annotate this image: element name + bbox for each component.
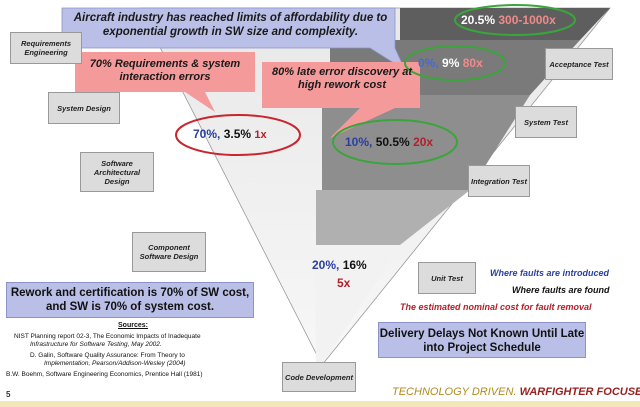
stat-code-cost: 5x [337, 276, 351, 290]
footer-part2: WARFIGHTER FOCUSED. [519, 386, 640, 398]
ellipse-system-test [404, 45, 506, 81]
band-code [315, 245, 400, 365]
footer-part1: TECHNOLOGY DRIVEN. [392, 386, 517, 398]
stat-cost: 300-1000x [498, 13, 556, 27]
phase-system-design: System Design [48, 92, 120, 124]
callout-requirements-shape [75, 52, 255, 112]
stat-acceptance: 20.5% 300-1000x [461, 13, 556, 27]
delivery-box: Delivery Delays Not Known Until Late int… [378, 322, 586, 358]
phase-code-development: Code Development [282, 362, 356, 392]
callout-late-error: 80% late error discovery at high rework … [271, 66, 413, 91]
stat-system-test: 0%, 9% 80x [418, 56, 483, 70]
band-unit [316, 190, 470, 245]
phase-system-test: System Test [515, 106, 577, 138]
rework-box: Rework and certification is 70% of SW co… [6, 282, 254, 318]
ellipse-integration [332, 119, 458, 165]
stat-code: 20%, 16% [312, 258, 367, 272]
callout-requirements: 70% Requirements & system interaction er… [89, 58, 241, 83]
band-acceptance [400, 8, 610, 40]
footer-tagline: TECHNOLOGY DRIVEN. WARFIGHTER FOCUSED. [392, 386, 640, 398]
stat-found: 3.5% [223, 127, 252, 141]
legend-introduced: Where faults are introduced [490, 268, 610, 278]
ellipse-acceptance [454, 4, 576, 36]
phase-component-design: Component Software Design [132, 232, 206, 272]
stat-introduced: 0%, [418, 56, 439, 70]
stat-found: 9% [442, 56, 460, 70]
phase-requirements-engineering: Requirements Engineering [10, 32, 82, 64]
page-number: 5 [6, 390, 11, 399]
stat-introduced: 20%, [312, 258, 340, 272]
callout-late-error-shape [262, 62, 420, 138]
stat-found: 16% [342, 258, 367, 272]
source-nist-2: Infrastructure for Software Testing, May… [30, 341, 162, 348]
stat-requirements: 70%, 3.5% 1x [193, 127, 267, 141]
stat-introduced: 10%, [345, 135, 373, 149]
stat-found: 20.5% [461, 13, 496, 27]
stat-found: 50.5% [375, 135, 410, 149]
stat-cost: 80x [462, 56, 483, 70]
legend-cost: The estimated nominal cost for fault rem… [400, 302, 592, 312]
headline: Aircraft industry has reached limits of … [73, 12, 388, 38]
source-nist-1: NIST Planning report 02-3, The Economic … [14, 333, 201, 340]
stat-cost: 1x [254, 129, 267, 141]
source-galin-1: D. Galin, Software Quality Assurance: Fr… [30, 352, 185, 359]
phase-acceptance-test: Acceptance Test [545, 48, 613, 80]
sources-heading: Sources: [118, 322, 148, 329]
stat-introduced: 70%, [193, 127, 221, 141]
legend-found: Where faults are found [512, 285, 610, 295]
source-boehm: B.W. Boehm, Software Engineering Economi… [6, 371, 203, 378]
ellipse-requirements [175, 114, 301, 156]
source-galin-2: Implementation, Pearson/Addison-Wesley (… [44, 360, 186, 367]
stat-cost: 20x [413, 135, 434, 149]
footer-strip [0, 401, 640, 407]
phase-unit-test: Unit Test [418, 262, 476, 294]
stat-integration: 10%, 50.5% 20x [345, 135, 433, 149]
phase-integration-test: Integration Test [468, 165, 530, 197]
phase-architectural-design: Software Architectural Design [80, 152, 154, 192]
